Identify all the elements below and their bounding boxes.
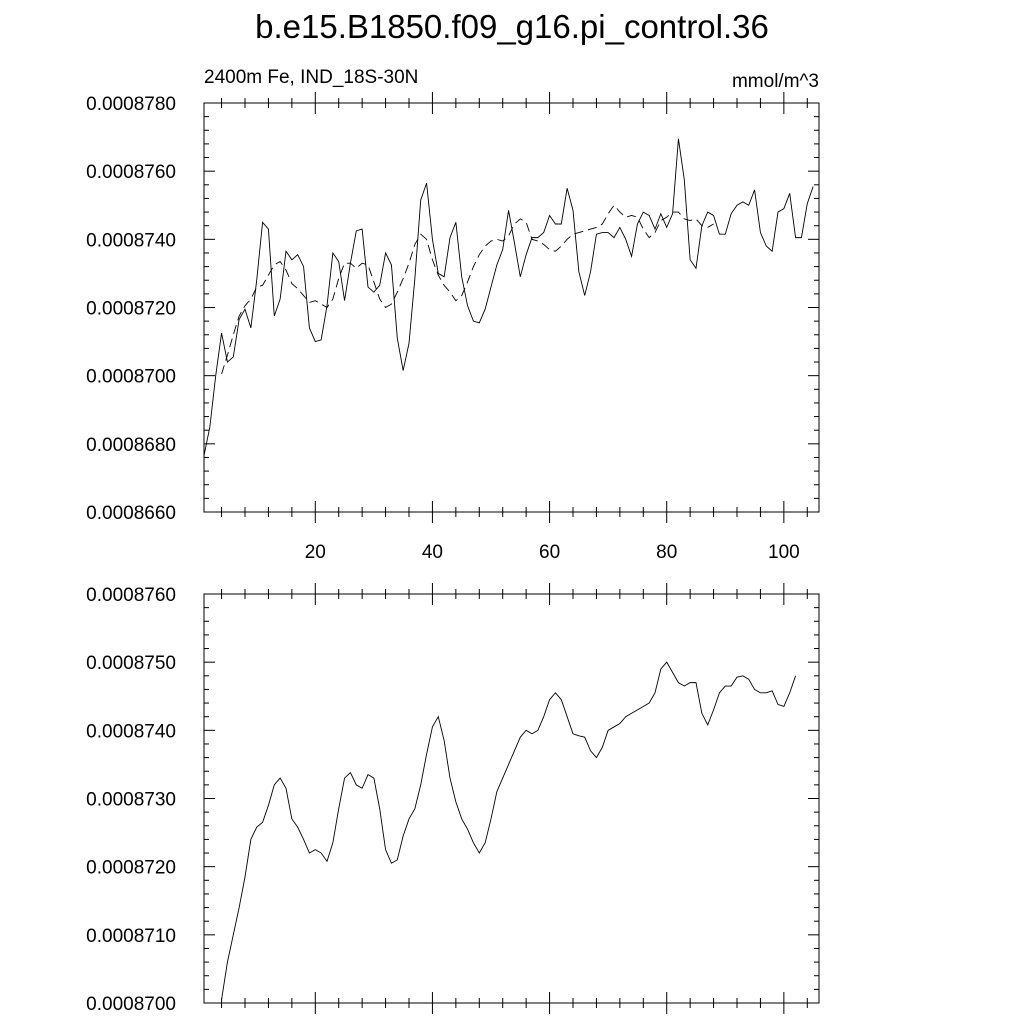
- top-y-tick-label: 0.0008700: [86, 367, 176, 388]
- bottom-y-tick-label: 0.0008710: [86, 926, 176, 947]
- top-y-tick-label: 0.0008760: [86, 162, 176, 183]
- bottom-panel-frame: [203, 593, 820, 1004]
- top-series-dashed-line: [221, 204, 714, 375]
- top-panel-left-label: 2400m Fe, IND_18S-30N: [204, 67, 418, 88]
- bottom-y-tick-label: 0.0008760: [86, 585, 176, 606]
- top-x-tick-label: 80: [656, 542, 677, 563]
- top-y-tick-label: 0.0008680: [86, 435, 176, 456]
- top-y-tick-label: 0.0008720: [86, 299, 176, 320]
- chart-title: b.e15.B1850.f09_g16.pi_control.36: [255, 8, 769, 45]
- top-panel: 2400m Fe, IND_18S-30N mmol/m^3 0.0008660…: [86, 67, 820, 563]
- bottom-series-solid-line: [221, 661, 796, 1000]
- top-x-tick-label: 60: [539, 542, 560, 563]
- top-y-tick-label: 0.0008780: [86, 94, 176, 115]
- bottom-y-tick-label: 0.0008700: [86, 994, 176, 1015]
- bottom-panel: 0.0008700 0.0008710 0.0008720 0.0008730 0.00…: [86, 583, 820, 1015]
- top-x-tick-label: 100: [768, 542, 800, 563]
- top-x-tick-label: 20: [305, 542, 326, 563]
- top-series-solid-line: [203, 138, 814, 456]
- top-x-tick-label: 40: [422, 542, 443, 563]
- bottom-y-tick-label: 0.0008740: [86, 721, 176, 742]
- top-y-tick-label: 0.0008660: [86, 503, 176, 524]
- top-y-tick-label: 0.0008740: [86, 230, 176, 251]
- bottom-panel-lines: [221, 661, 796, 1000]
- bottom-y-tick-label: 0.0008720: [86, 858, 176, 879]
- top-panel-lines: [203, 138, 814, 456]
- top-panel-units-label: mmol/m^3: [732, 71, 819, 92]
- bottom-y-tick-label: 0.0008750: [86, 653, 176, 674]
- top-panel-frame: [203, 102, 820, 513]
- bottom-y-tick-label: 0.0008730: [86, 790, 176, 811]
- top-panel-ticks: 0.0008660 0.0008680 0.0008700 0.0008720 0.00…: [86, 92, 819, 563]
- bottom-panel-ticks: 0.0008700 0.0008710 0.0008720 0.0008730 0.00…: [86, 583, 819, 1015]
